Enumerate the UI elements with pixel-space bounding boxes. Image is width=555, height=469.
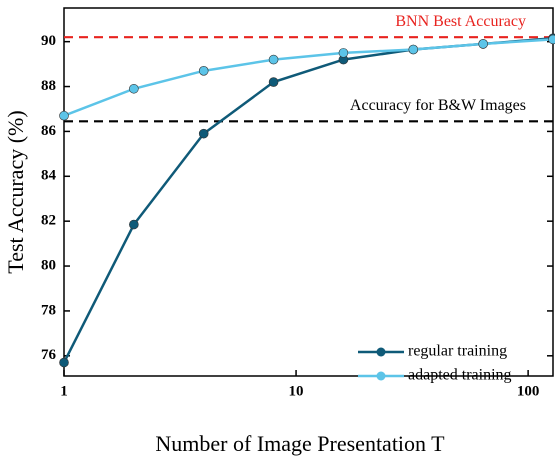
y-tick-label: 82 bbox=[41, 213, 56, 229]
data-point bbox=[269, 55, 278, 64]
y-tick-label: 90 bbox=[41, 33, 56, 49]
plot-frame bbox=[64, 8, 553, 376]
y-tick-label: 84 bbox=[41, 168, 57, 184]
y-tick-label: 76 bbox=[41, 347, 57, 363]
y-tick-label: 78 bbox=[41, 302, 56, 318]
x-tick-label: 100 bbox=[517, 383, 540, 399]
legend-label: regular training bbox=[408, 343, 507, 360]
data-point bbox=[129, 220, 138, 229]
y-tick-label: 80 bbox=[41, 257, 56, 273]
x-axis-label: Number of Image Presentation T bbox=[155, 431, 445, 456]
data-point bbox=[479, 39, 488, 48]
y-axis-label: Test Accuracy (%) bbox=[3, 110, 28, 273]
data-point bbox=[549, 35, 555, 44]
data-point bbox=[199, 66, 208, 75]
x-tick-label: 10 bbox=[289, 383, 304, 399]
data-point bbox=[129, 84, 138, 93]
reference-label: BNN Best Accuracy bbox=[395, 13, 526, 30]
y-tick-label: 88 bbox=[41, 78, 56, 94]
legend-marker bbox=[377, 348, 386, 357]
data-point bbox=[339, 48, 348, 57]
data-point bbox=[409, 45, 418, 54]
data-point bbox=[60, 111, 69, 120]
legend-marker bbox=[377, 372, 386, 381]
data-point bbox=[60, 358, 69, 367]
reference-label: Accuracy for B&W Images bbox=[350, 97, 526, 114]
y-tick-label: 86 bbox=[41, 123, 57, 139]
legend-label: adapted training bbox=[408, 367, 512, 384]
x-tick-label: 1 bbox=[60, 383, 68, 399]
data-point bbox=[199, 129, 208, 138]
data-point bbox=[269, 78, 278, 87]
